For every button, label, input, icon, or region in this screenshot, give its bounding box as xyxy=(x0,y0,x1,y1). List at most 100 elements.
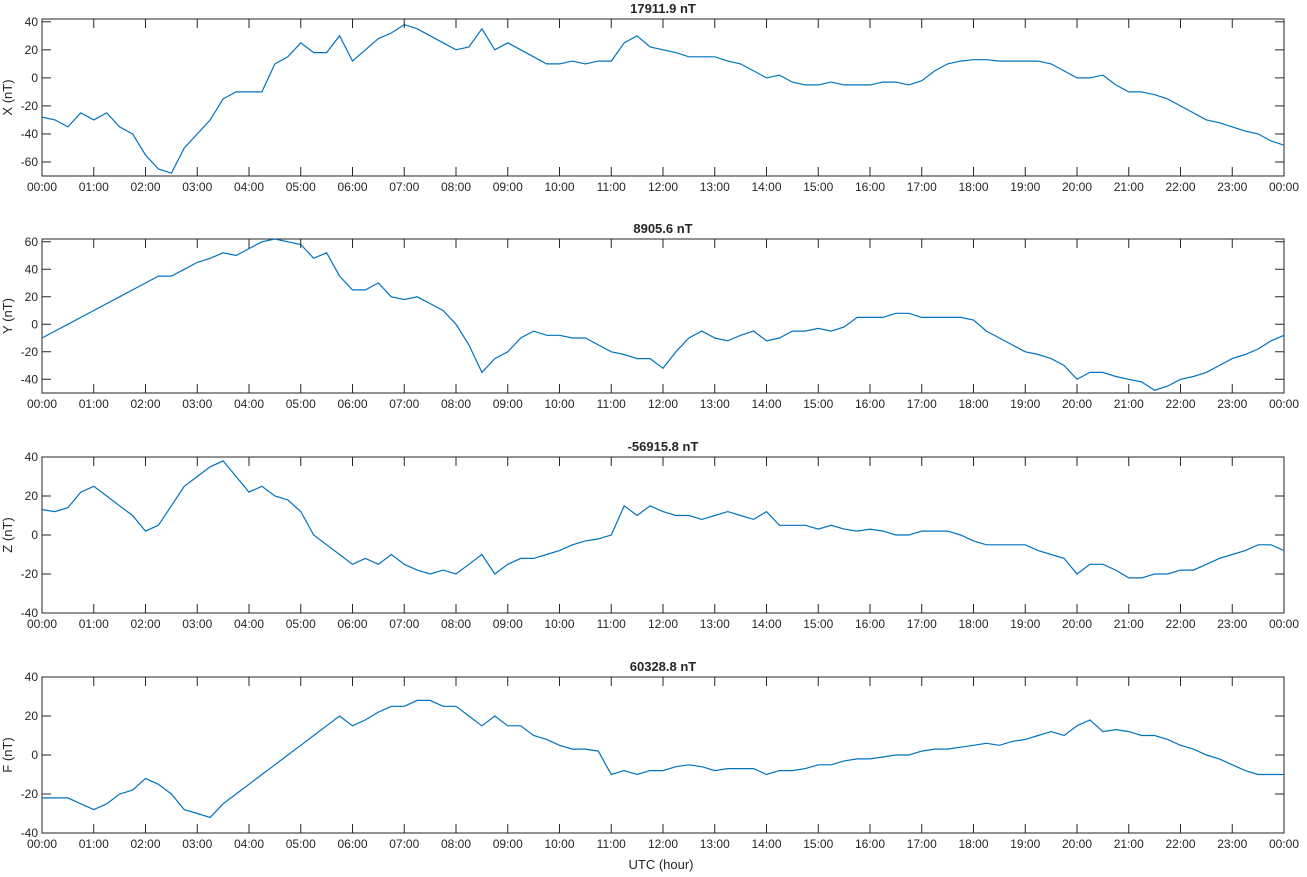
y-x-tick-label: 01:00 xyxy=(79,397,109,411)
x-axes-box xyxy=(41,18,1285,177)
z-x-tick-label: 03:00 xyxy=(182,617,212,631)
z-panel: 00:00 01:00 02:00 03:00 04:00 05:00 06:00 07:00… xyxy=(0,439,1299,631)
x-x-tick-label: 23:00 xyxy=(1217,180,1247,194)
x-y-tick-label: -20 xyxy=(21,99,39,113)
y-x-tick-label: 06:00 xyxy=(337,397,367,411)
y-panel: 00:00 01:00 02:00 03:00 04:00 05:00 06:00 07:00… xyxy=(0,221,1299,411)
f-series-line xyxy=(42,699,1284,819)
x-x-tick-label: 22:00 xyxy=(1165,180,1195,194)
y-axes-box xyxy=(41,238,1285,394)
z-y-tick-label: 0 xyxy=(31,528,38,542)
x-x-tick-label: 20:00 xyxy=(1062,180,1092,194)
x-panel-title: 17911.9 nT xyxy=(630,1,696,16)
f-y-tick-label: 40 xyxy=(25,670,39,684)
f-x-tick-label: 13:00 xyxy=(700,837,730,851)
z-axes-box xyxy=(41,456,1285,614)
y-panel-title: 8905.6 nT xyxy=(633,221,692,236)
y-x-tick-label: 18:00 xyxy=(958,397,988,411)
x-y-tick-label: 40 xyxy=(25,15,39,29)
x-y-tick-label: 20 xyxy=(25,43,39,57)
x-x-tick-label: 04:00 xyxy=(234,180,264,194)
y-x-tick-label: 05:00 xyxy=(286,397,316,411)
f-x-tick-label: 10:00 xyxy=(544,837,574,851)
z-x-tick-label: 02:00 xyxy=(130,617,160,631)
f-x-tick-label: 19:00 xyxy=(1010,837,1040,851)
x-x-tick-label: 07:00 xyxy=(389,180,419,194)
x-x-tick-label: 02:00 xyxy=(130,180,160,194)
x-x-tick-label: 14:00 xyxy=(751,180,781,194)
f-x-tick-label: 17:00 xyxy=(907,837,937,851)
f-x-tick-label: 04:00 xyxy=(234,837,264,851)
f-x-tick-label: 03:00 xyxy=(182,837,212,851)
x-x-tick-label: 06:00 xyxy=(337,180,367,194)
y-x-tick-label: 15:00 xyxy=(803,397,833,411)
f-panel-title: 60328.8 nT xyxy=(630,659,697,674)
x-y-tick-label: 0 xyxy=(31,71,38,85)
f-x-tick-label: 07:00 xyxy=(389,837,419,851)
f-x-tick-label: 05:00 xyxy=(286,837,316,851)
x-x-tick-label: 09:00 xyxy=(493,180,523,194)
x-x-tick-label: 00:00 xyxy=(27,180,57,194)
z-x-tick-label: 12:00 xyxy=(648,617,678,631)
x-x-tick-label: 05:00 xyxy=(286,180,316,194)
z-x-tick-label: 22:00 xyxy=(1165,617,1195,631)
y-y-axis-label: Y (nT) xyxy=(0,298,15,334)
y-x-tick-label: 19:00 xyxy=(1010,397,1040,411)
z-x-tick-label: 07:00 xyxy=(389,617,419,631)
y-x-tick-label: 23:00 xyxy=(1217,397,1247,411)
y-x-tick-label: 13:00 xyxy=(700,397,730,411)
x-y-tick-label: -40 xyxy=(21,127,39,141)
f-y-axis-label: F (nT) xyxy=(0,737,15,772)
x-x-tick-label: 01:00 xyxy=(79,180,109,194)
f-x-tick-label: 09:00 xyxy=(493,837,523,851)
z-x-tick-label: 05:00 xyxy=(286,617,316,631)
z-x-tick-label: 08:00 xyxy=(441,617,471,631)
z-x-tick-label: 09:00 xyxy=(493,617,523,631)
x-x-tick-label: 16:00 xyxy=(855,180,885,194)
f-x-tick-label: 00:00 xyxy=(27,837,57,851)
x-x-tick-label: 17:00 xyxy=(907,180,937,194)
z-x-tick-label: 16:00 xyxy=(855,617,885,631)
z-x-tick-label: 21:00 xyxy=(1114,617,1144,631)
z-y-tick-label: 20 xyxy=(25,489,39,503)
y-y-tick-label: 20 xyxy=(25,290,39,304)
x-x-tick-label: 19:00 xyxy=(1010,180,1040,194)
y-y-tick-label: 40 xyxy=(25,262,39,276)
z-x-tick-label: 00:00 xyxy=(1269,617,1299,631)
y-x-tick-label: 20:00 xyxy=(1062,397,1092,411)
f-x-tick-label: 16:00 xyxy=(855,837,885,851)
y-x-tick-label: 04:00 xyxy=(234,397,264,411)
y-x-tick-label: 00:00 xyxy=(1269,397,1299,411)
y-x-tick-label: 12:00 xyxy=(648,397,678,411)
y-x-tick-label: 22:00 xyxy=(1165,397,1195,411)
f-x-tick-label: 14:00 xyxy=(751,837,781,851)
z-x-tick-label: 01:00 xyxy=(79,617,109,631)
x-x-tick-label: 18:00 xyxy=(958,180,988,194)
f-x-tick-label: 00:00 xyxy=(1269,837,1299,851)
y-x-tick-label: 14:00 xyxy=(751,397,781,411)
f-x-tick-label: 20:00 xyxy=(1062,837,1092,851)
z-x-tick-label: 06:00 xyxy=(337,617,367,631)
x-x-tick-label: 10:00 xyxy=(544,180,574,194)
x-x-tick-label: 21:00 xyxy=(1114,180,1144,194)
x-x-tick-label: 11:00 xyxy=(597,180,626,194)
z-x-tick-label: 10:00 xyxy=(544,617,574,631)
f-x-tick-label: 21:00 xyxy=(1114,837,1144,851)
f-x-tick-label: 15:00 xyxy=(803,837,833,851)
y-x-tick-label: 03:00 xyxy=(182,397,212,411)
x-x-tick-label: 00:00 xyxy=(1269,180,1299,194)
f-x-tick-label: 11:00 xyxy=(597,837,626,851)
y-x-tick-label: 11:00 xyxy=(597,397,626,411)
y-x-tick-label: 07:00 xyxy=(389,397,419,411)
y-x-tick-label: 08:00 xyxy=(441,397,471,411)
y-x-tick-label: 10:00 xyxy=(544,397,574,411)
z-y-axis-label: Z (nT) xyxy=(0,517,15,552)
z-x-tick-label: 18:00 xyxy=(958,617,988,631)
f-x-tick-label: 06:00 xyxy=(337,837,367,851)
z-x-tick-label: 20:00 xyxy=(1062,617,1092,631)
x-series-line xyxy=(42,23,1284,174)
z-x-tick-label: 13:00 xyxy=(700,617,730,631)
z-x-tick-label: 15:00 xyxy=(803,617,833,631)
x-x-tick-label: 15:00 xyxy=(803,180,833,194)
